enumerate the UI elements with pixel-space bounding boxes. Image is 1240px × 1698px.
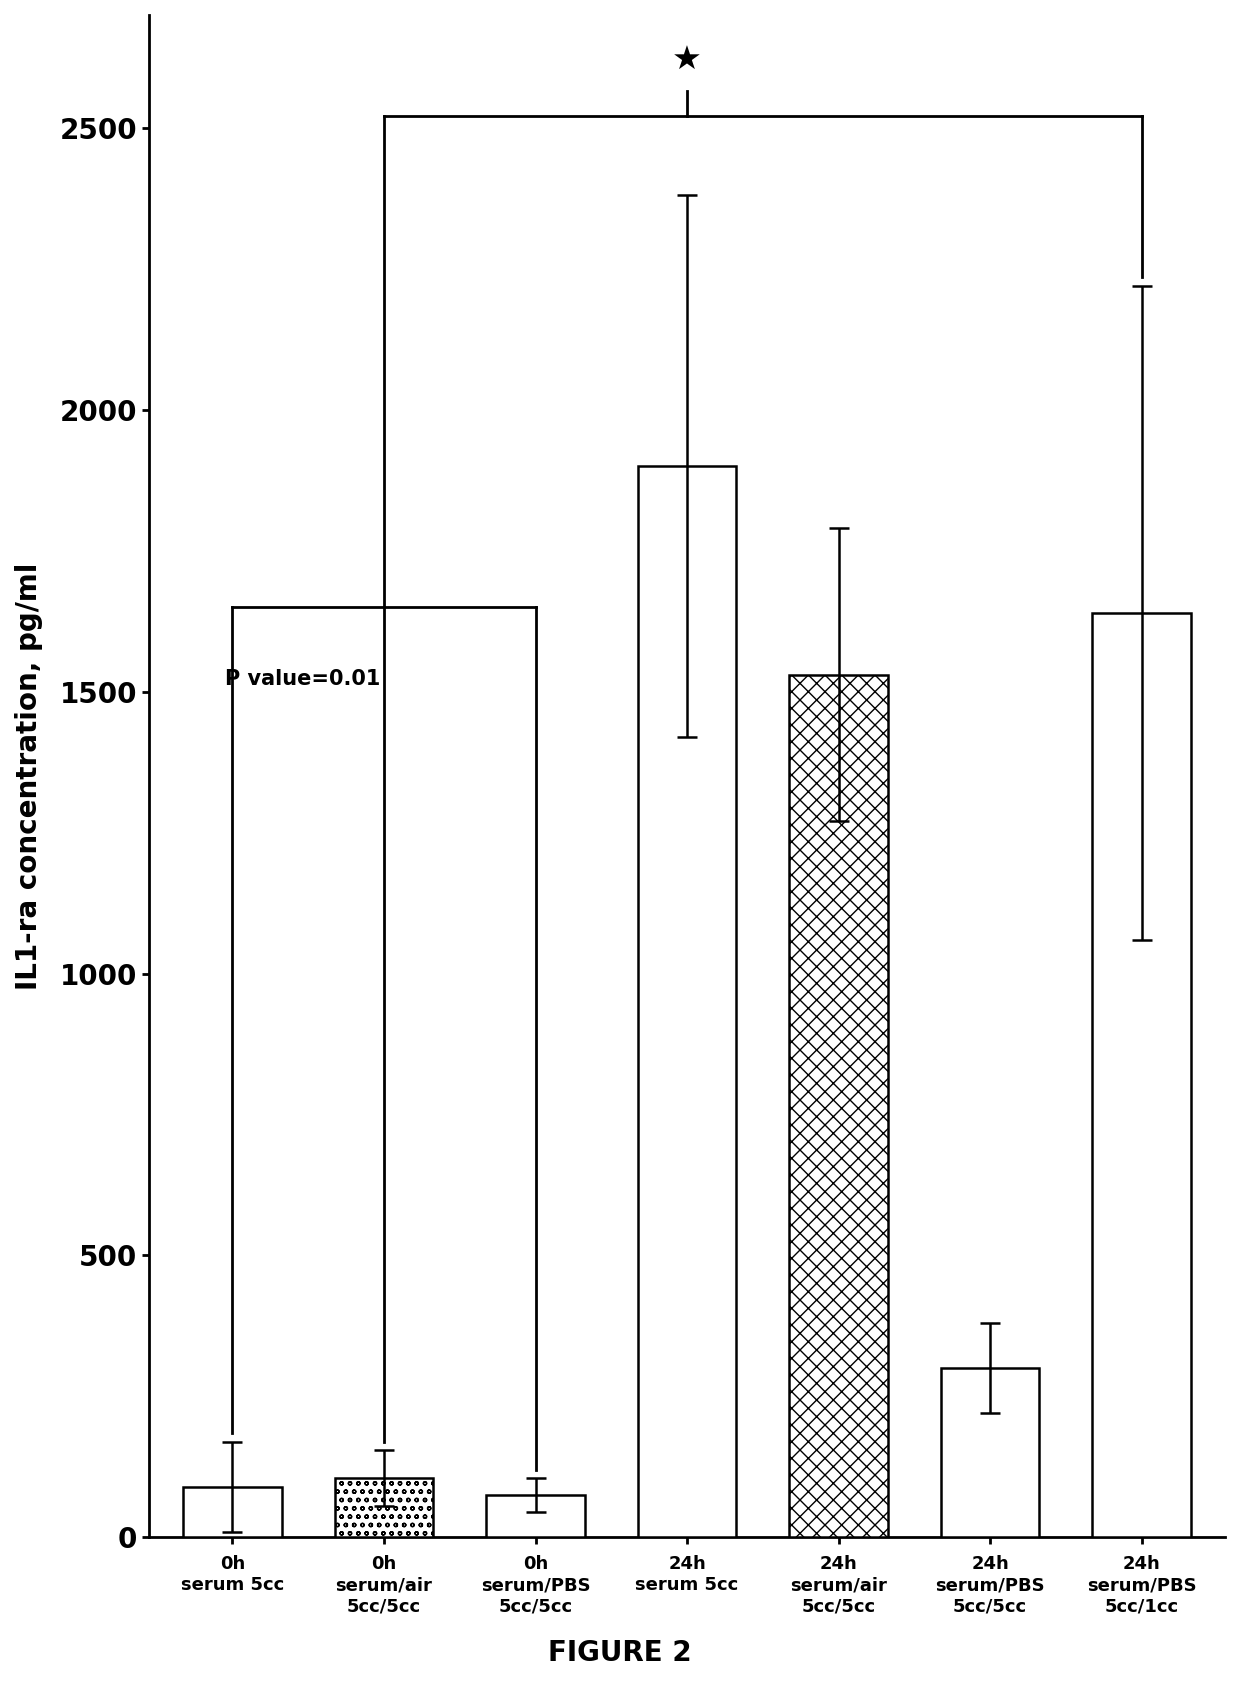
Text: ★: ★	[672, 44, 702, 76]
Bar	[637, 465, 737, 1537]
Text: FIGURE 2: FIGURE 2	[548, 1640, 692, 1667]
Text: P value=0.01: P value=0.01	[224, 669, 381, 689]
Bar	[486, 1496, 585, 1537]
Bar	[1092, 613, 1190, 1537]
Bar	[941, 1369, 1039, 1537]
Bar	[184, 1487, 281, 1537]
Bar	[335, 1479, 433, 1537]
Bar	[790, 674, 888, 1537]
Y-axis label: IL1-ra concentration, pg/ml: IL1-ra concentration, pg/ml	[15, 562, 43, 990]
